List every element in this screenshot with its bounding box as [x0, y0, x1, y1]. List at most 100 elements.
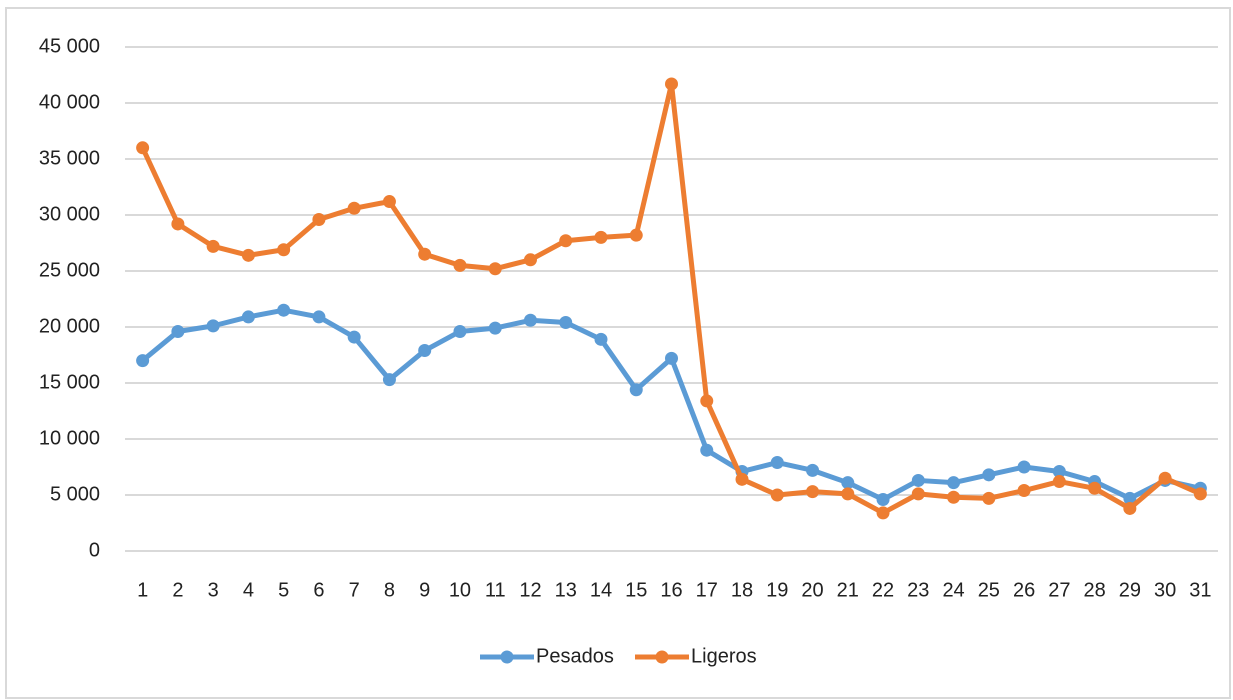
- data-point: [136, 354, 150, 368]
- data-point: [453, 324, 467, 338]
- data-point: [206, 319, 220, 333]
- data-point: [488, 321, 502, 335]
- data-point: [312, 310, 326, 324]
- x-tick-label: 4: [243, 579, 254, 601]
- data-point: [171, 324, 185, 338]
- data-point: [876, 492, 890, 506]
- x-tick-label: 15: [625, 579, 647, 601]
- x-tick-label: 1: [137, 579, 148, 601]
- data-point: [453, 258, 467, 272]
- y-tick-label: 0: [89, 539, 100, 561]
- data-point: [665, 77, 678, 91]
- x-tick-label: 14: [590, 579, 612, 601]
- data-point: [523, 253, 537, 267]
- data-point: [418, 344, 432, 358]
- legend-marker: [655, 650, 669, 664]
- data-point: [876, 506, 890, 520]
- data-point: [206, 239, 220, 253]
- y-tick-label: 10 000: [39, 427, 100, 449]
- y-tick-label: 15 000: [39, 371, 100, 393]
- data-point: [488, 262, 502, 276]
- y-tick-label: 25 000: [39, 259, 100, 281]
- x-tick-label: 2: [172, 579, 183, 601]
- data-point: [1088, 481, 1102, 495]
- x-tick-label: 27: [1048, 579, 1070, 601]
- data-point: [700, 394, 714, 408]
- data-point: [1017, 460, 1031, 474]
- data-point: [523, 313, 537, 327]
- data-point: [1052, 475, 1066, 489]
- x-tick-label: 26: [1013, 579, 1035, 601]
- data-point: [559, 316, 573, 330]
- data-point: [947, 490, 961, 504]
- data-point: [806, 463, 820, 477]
- x-tick-label: 16: [660, 579, 682, 601]
- legend-label: Pesados: [536, 645, 614, 667]
- data-point: [1158, 471, 1172, 485]
- data-point: [911, 473, 925, 487]
- data-point: [629, 383, 643, 397]
- x-tick-label: 29: [1119, 579, 1141, 601]
- data-point: [1123, 491, 1137, 505]
- x-tick-label: 10: [449, 579, 471, 601]
- data-point: [735, 472, 749, 486]
- x-tick-label: 8: [384, 579, 395, 601]
- x-tick-label: 9: [419, 579, 430, 601]
- data-point: [1017, 484, 1031, 498]
- x-tick-label: 25: [978, 579, 1000, 601]
- data-point: [806, 485, 820, 499]
- x-tick-label: 3: [208, 579, 219, 601]
- x-tick-label: 5: [278, 579, 289, 601]
- legend-marker: [500, 650, 514, 664]
- data-point: [700, 443, 714, 457]
- data-point: [770, 456, 784, 470]
- y-tick-label: 35 000: [39, 147, 100, 169]
- x-tick-label: 13: [555, 579, 577, 601]
- data-point: [665, 351, 678, 365]
- data-point: [911, 487, 925, 501]
- data-point: [594, 332, 608, 346]
- data-point: [982, 491, 996, 505]
- data-point: [277, 243, 291, 257]
- x-tick-label: 6: [313, 579, 324, 601]
- data-point: [347, 330, 361, 344]
- x-tick-label: 21: [837, 579, 859, 601]
- legend-label: Ligeros: [691, 645, 757, 667]
- y-tick-label: 45 000: [39, 35, 100, 57]
- x-tick-label: 23: [907, 579, 929, 601]
- data-point: [770, 488, 784, 502]
- x-tick-label: 30: [1154, 579, 1176, 601]
- data-point: [1123, 501, 1137, 515]
- y-tick-label: 40 000: [39, 91, 100, 113]
- data-point: [382, 195, 396, 209]
- x-tick-label: 18: [731, 579, 753, 601]
- x-tick-label: 31: [1189, 579, 1211, 601]
- data-point: [1052, 464, 1066, 478]
- data-point: [171, 217, 185, 231]
- x-tick-label: 19: [766, 579, 788, 601]
- x-tick-label: 22: [872, 579, 894, 601]
- x-tick-label: 7: [349, 579, 360, 601]
- data-point: [312, 212, 326, 226]
- y-tick-label: 5 000: [50, 483, 100, 505]
- x-tick-label: 20: [801, 579, 823, 601]
- data-point: [1193, 487, 1207, 501]
- data-point: [241, 248, 255, 262]
- x-tick-label: 28: [1083, 579, 1105, 601]
- x-tick-label: 11: [485, 579, 506, 601]
- x-tick-label: 24: [942, 579, 964, 601]
- data-point: [347, 201, 361, 215]
- y-tick-label: 20 000: [39, 315, 100, 337]
- data-point: [136, 141, 150, 155]
- data-point: [982, 468, 996, 482]
- x-tick-label: 17: [696, 579, 718, 601]
- data-point: [277, 303, 291, 317]
- data-point: [841, 476, 855, 490]
- data-point: [241, 310, 255, 324]
- data-point: [594, 230, 608, 244]
- x-tick-label: 12: [519, 579, 541, 601]
- data-point: [382, 373, 396, 387]
- y-tick-label: 30 000: [39, 203, 100, 225]
